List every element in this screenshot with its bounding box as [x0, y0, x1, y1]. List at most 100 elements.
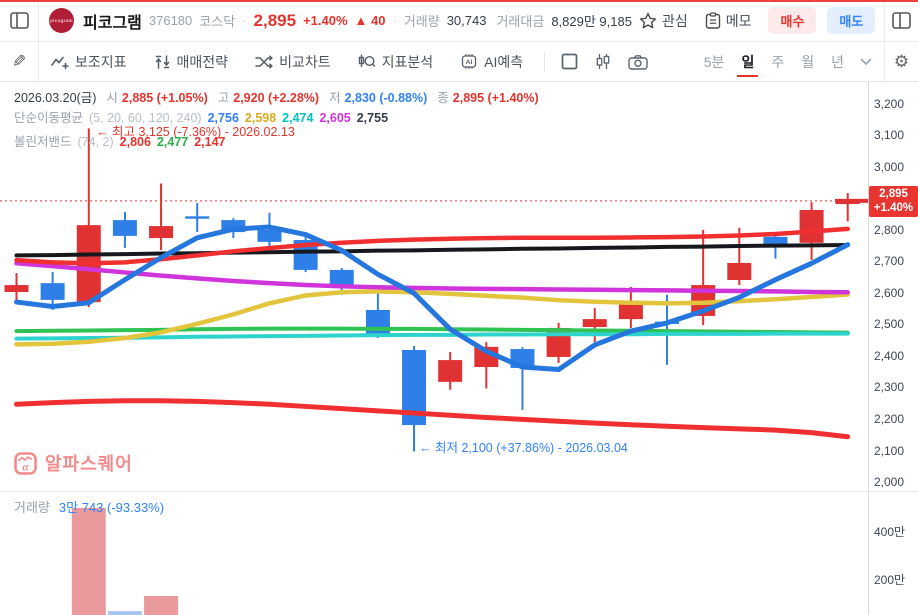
camera-snapshot-icon[interactable] — [628, 54, 648, 70]
volume-pane-label: 거래량 — [14, 500, 50, 515]
sell-button[interactable]: 매도 — [827, 7, 876, 34]
y-axis-label: 2,300 — [874, 380, 905, 395]
top-accent-bar — [0, 0, 918, 2]
line-ma240 — [14, 243, 850, 258]
volume-bar — [107, 611, 142, 615]
toolbar-item-strategy[interactable]: 매매전략 — [154, 52, 229, 72]
open-label: 시 — [106, 91, 118, 105]
volume-info-line: 거래량 3만 743 (-93.33%) — [14, 497, 164, 516]
line-bollinger-lower — [14, 398, 851, 440]
marker-percent: +1.40% — [873, 201, 914, 214]
candle-body[interactable] — [582, 319, 607, 327]
bollinger-lower-value: 2,147 — [194, 135, 226, 149]
timeframe-5min[interactable]: 5분 — [703, 53, 725, 70]
change-percent: +1.40% — [303, 13, 348, 28]
candle-body[interactable] — [329, 269, 354, 288]
timeframe-day[interactable]: 일 — [737, 42, 759, 82]
ai-chip-icon: AI — [460, 53, 478, 70]
candle-body[interactable] — [185, 216, 210, 219]
bollinger-params: (74, 2) — [77, 135, 114, 149]
toolbar-item-ai-predict[interactable]: AI AI예측 — [460, 52, 523, 72]
line-ma20 — [14, 289, 850, 347]
y-axis-label: 3,100 — [874, 128, 905, 143]
toolbar: ✎ 보조지표 매매전략 비교차트 지표분석 AI AI예측 — [0, 42, 918, 82]
watermark-text: 알파스퀘어 — [45, 454, 133, 474]
candle-body[interactable] — [4, 285, 29, 292]
volume-axis-label: 400만 — [874, 525, 906, 539]
high-label: 고 — [217, 91, 230, 105]
candle-body[interactable] — [257, 229, 282, 242]
bollinger-info-line: 볼린저밴드 (74, 2) 2,806 2,477 2,147 — [14, 131, 226, 150]
bollinger-mid-value: 2,477 — [156, 135, 189, 149]
separator-dot: · — [392, 13, 397, 28]
ma5-value: 2,756 — [207, 111, 239, 125]
volume-bar — [144, 596, 179, 615]
candle-body[interactable] — [221, 220, 246, 233]
toolbar-item-analysis[interactable]: 지표분석 — [358, 52, 434, 72]
chart-style-square-icon[interactable] — [561, 53, 578, 70]
toolbar-item-label: 보조지표 — [75, 53, 127, 70]
candle-body[interactable] — [618, 302, 643, 320]
toolbar-item-compare[interactable]: 비교차트 — [255, 52, 331, 72]
candle-body[interactable] — [112, 220, 137, 236]
toolbar-divider — [544, 51, 546, 72]
chart-area[interactable]: 2026.03.20(금) 시 2,885 (+1.05%) 고 2,920 (+2… — [0, 82, 918, 615]
volume-pane-value: 3만 743 (-93.33%) — [58, 500, 165, 515]
candle-body[interactable] — [40, 283, 65, 300]
timeframe-week[interactable]: 주 — [771, 53, 785, 70]
candle-body[interactable] — [799, 210, 824, 243]
timeframe-year[interactable]: 년 — [831, 53, 844, 70]
toolbar-right-cell: ⚙ — [884, 42, 918, 81]
toolbar-item-label: 매매전략 — [176, 53, 229, 70]
lowest-price-annotation: ← 최저 2,100 (+37.86%) - 2026.03.04 — [419, 441, 628, 455]
volume-bar — [71, 507, 106, 615]
current-price: 2,895 — [253, 10, 297, 30]
buy-button[interactable]: 매수 — [768, 7, 817, 34]
ma-info-line: 단순이동평균 (5, 20, 60, 120, 240) 2,756 2,598… — [14, 107, 388, 126]
candle-body[interactable] — [149, 226, 174, 239]
current-price-marker: 2,895 +1.40% — [869, 185, 918, 217]
y-axis-label: 2,700 — [874, 254, 905, 269]
up-down-arrows-icon — [154, 54, 171, 70]
y-axis-label: 3,000 — [874, 159, 905, 174]
candle-type-icon[interactable] — [595, 53, 611, 70]
price-volume-chart[interactable] — [0, 82, 868, 615]
draw-pencil-icon[interactable]: ✎ — [11, 51, 27, 71]
toolbar-left-cell: ✎ — [0, 42, 39, 81]
marker-price: 2,895 — [879, 187, 908, 200]
header-left-cell — [0, 0, 39, 41]
trade-value: 8,829만 9,185 — [551, 14, 632, 29]
volume-value: 30,743 — [446, 13, 487, 28]
watchlist-label: 관심 — [661, 12, 688, 29]
watchlist-button[interactable]: 관심 — [639, 11, 688, 31]
separator-dot: · — [242, 13, 247, 28]
ma-name: 단순이동평균 — [14, 111, 84, 125]
clipboard-icon — [705, 12, 721, 29]
shuffle-arrows-icon — [255, 54, 273, 69]
bollinger-upper-value: 2,806 — [119, 135, 151, 149]
y-axis-label: 2,500 — [874, 317, 905, 332]
timeframe-group: 5분 일 주 월 년 — [703, 42, 884, 82]
chart-date: 2026.03.20(금) — [14, 91, 97, 105]
stock-name: 피코그램 — [83, 14, 142, 32]
settings-gear-icon[interactable]: ⚙ — [893, 52, 910, 71]
low-label: 저 — [329, 91, 341, 105]
candle-body[interactable] — [365, 309, 390, 336]
panel-right-toggle-icon[interactable] — [892, 12, 911, 29]
candle-body[interactable] — [438, 360, 463, 382]
svg-text:α: α — [22, 461, 29, 473]
memo-button[interactable]: 메모 — [705, 11, 751, 31]
header: picogram 피코그램 376180 코스닥 · 2,895 +1.40% … — [0, 0, 918, 42]
panel-left-toggle-icon[interactable] — [9, 12, 29, 29]
candle-magnifier-icon — [358, 53, 376, 70]
timeframe-month[interactable]: 월 — [801, 53, 815, 70]
bollinger-name: 볼린저밴드 — [14, 135, 72, 149]
toolbar-item-indicators[interactable]: 보조지표 — [51, 52, 127, 72]
chevron-down-icon[interactable] — [860, 58, 872, 66]
toolbar-item-label: 지표분석 — [381, 53, 434, 70]
candle-body[interactable] — [727, 262, 752, 281]
stock-logo: picogram — [49, 8, 74, 33]
y-axis-label: 2,000 — [874, 475, 905, 490]
candle-body[interactable] — [763, 236, 788, 245]
